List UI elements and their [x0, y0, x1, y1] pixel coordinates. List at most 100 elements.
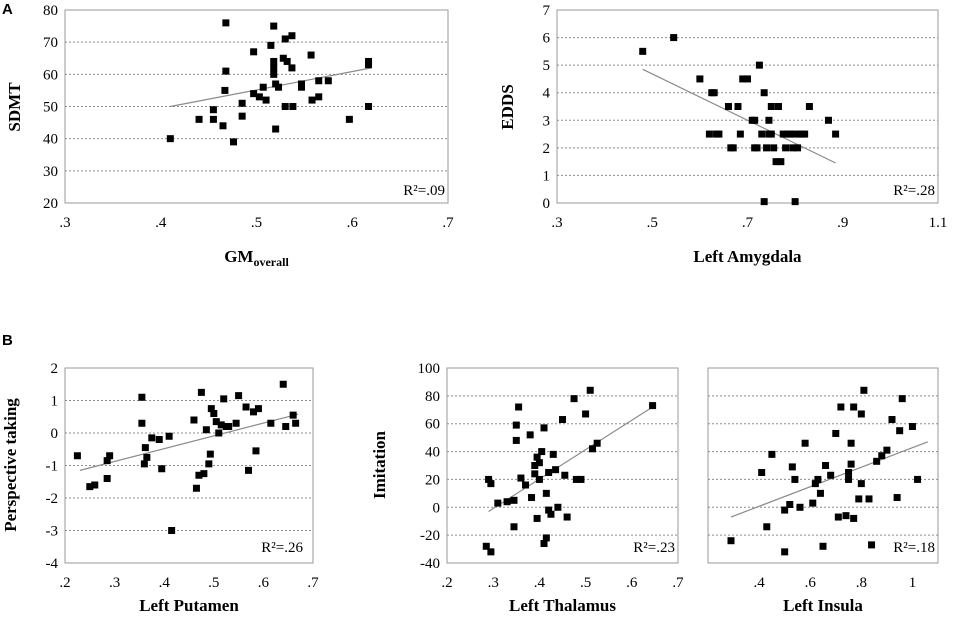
- chart-edds: 0 1 2 3 4 5 6 7 .3 .5 .7 .9 1.1 R²=.28 Left Amygdala ED…: [498, 3, 947, 266]
- x-tick-label: .5: [208, 575, 219, 591]
- data-point: [824, 116, 832, 124]
- x-tick-label: .4: [155, 215, 167, 231]
- y-tick-label: 60: [43, 67, 58, 83]
- y-tick-label: -3: [46, 524, 59, 540]
- data-point: [238, 112, 246, 120]
- data-point: [140, 460, 148, 468]
- data-point: [538, 448, 546, 456]
- data-point: [235, 392, 243, 400]
- data-point: [589, 445, 597, 453]
- data-point: [168, 527, 176, 534]
- data-point: [209, 115, 217, 123]
- data-point: [570, 395, 578, 403]
- data-point: [814, 475, 822, 483]
- data-point: [744, 75, 751, 83]
- data-point: [739, 75, 747, 83]
- data-point: [772, 158, 780, 166]
- data-point: [878, 452, 886, 460]
- data-point: [736, 130, 744, 138]
- data-point: [252, 447, 260, 455]
- x-tick-label: .3: [551, 215, 562, 231]
- data-point: [283, 57, 291, 65]
- data-point: [753, 144, 761, 152]
- data-point: [535, 459, 543, 467]
- data-point: [221, 86, 229, 94]
- y-tick-label: -2: [46, 491, 59, 507]
- data-point: [270, 22, 278, 30]
- y-tick-label: 7: [543, 3, 551, 19]
- data-point: [526, 431, 534, 439]
- panel-label-a: A: [2, 1, 13, 18]
- r-squared-label: R²=.18: [893, 540, 935, 556]
- data-point: [781, 548, 789, 556]
- data-point: [857, 410, 865, 418]
- x-tick-label: .6: [805, 575, 817, 591]
- data-point: [883, 446, 891, 454]
- data-point: [855, 495, 863, 503]
- data-point: [298, 80, 306, 88]
- y-tick-label: 6: [543, 31, 551, 47]
- x-tick-label: .4: [159, 575, 171, 591]
- data-point: [148, 434, 156, 442]
- x-axis-label: GMoverall: [224, 247, 289, 269]
- data-point: [91, 481, 99, 489]
- data-point: [250, 90, 258, 98]
- data-point: [705, 130, 713, 138]
- trend-line: [730, 441, 928, 518]
- data-point: [512, 436, 520, 444]
- trend-line: [642, 68, 836, 164]
- data-point: [789, 144, 797, 152]
- x-tick-label: .4: [753, 575, 765, 591]
- y-tick-label: 20: [43, 196, 58, 212]
- data-point: [279, 54, 287, 62]
- data-point: [819, 542, 827, 550]
- data-point: [816, 489, 824, 497]
- data-point: [510, 496, 518, 504]
- data-point: [893, 494, 901, 502]
- data-point: [275, 83, 283, 91]
- data-point: [487, 480, 495, 488]
- data-point: [225, 423, 233, 430]
- data-point: [141, 444, 149, 452]
- data-point: [517, 474, 525, 482]
- data-point: [531, 470, 539, 478]
- data-point: [715, 130, 723, 138]
- x-tick-label: .3: [488, 575, 499, 591]
- data-point: [540, 540, 548, 547]
- data-point: [545, 468, 553, 476]
- data-point: [777, 158, 785, 166]
- data-point: [593, 439, 601, 447]
- data-point: [724, 103, 732, 110]
- x-tick-label: .6: [347, 215, 359, 231]
- y-tick-label: 4: [543, 86, 551, 102]
- data-point: [760, 89, 768, 97]
- data-point: [809, 499, 817, 507]
- x-tick-label: .6: [258, 575, 270, 591]
- data-point: [572, 475, 580, 483]
- data-point: [272, 125, 280, 133]
- data-point: [577, 475, 585, 483]
- data-point: [482, 542, 490, 550]
- data-point: [696, 75, 704, 83]
- plot-frame: [707, 367, 939, 564]
- y-tick-label: -20: [420, 528, 440, 544]
- data-point: [888, 416, 896, 424]
- data-point: [561, 471, 569, 479]
- data-point: [563, 513, 571, 521]
- x-tick-label: .7: [672, 575, 684, 591]
- data-point: [259, 83, 267, 91]
- data-point: [751, 116, 759, 124]
- data-point: [774, 103, 782, 110]
- data-point: [805, 103, 813, 110]
- y-tick-label: 80: [425, 389, 440, 405]
- data-point: [195, 115, 203, 123]
- data-point: [324, 77, 332, 85]
- data-point: [729, 144, 737, 152]
- data-point: [850, 514, 858, 522]
- data-point: [554, 503, 562, 511]
- y-tick-label: 2: [51, 361, 59, 377]
- data-point: [212, 418, 220, 426]
- data-point: [763, 144, 771, 152]
- data-point: [670, 34, 678, 42]
